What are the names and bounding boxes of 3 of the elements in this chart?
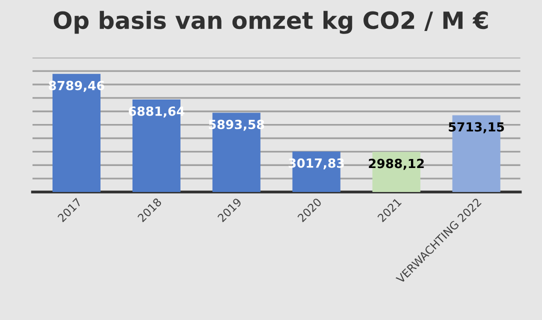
data-label: 2988,12: [368, 158, 424, 170]
data-label: 5713,15: [448, 122, 504, 134]
chart-title: Op basis van omzet kg CO2 / M €: [54, 10, 488, 34]
